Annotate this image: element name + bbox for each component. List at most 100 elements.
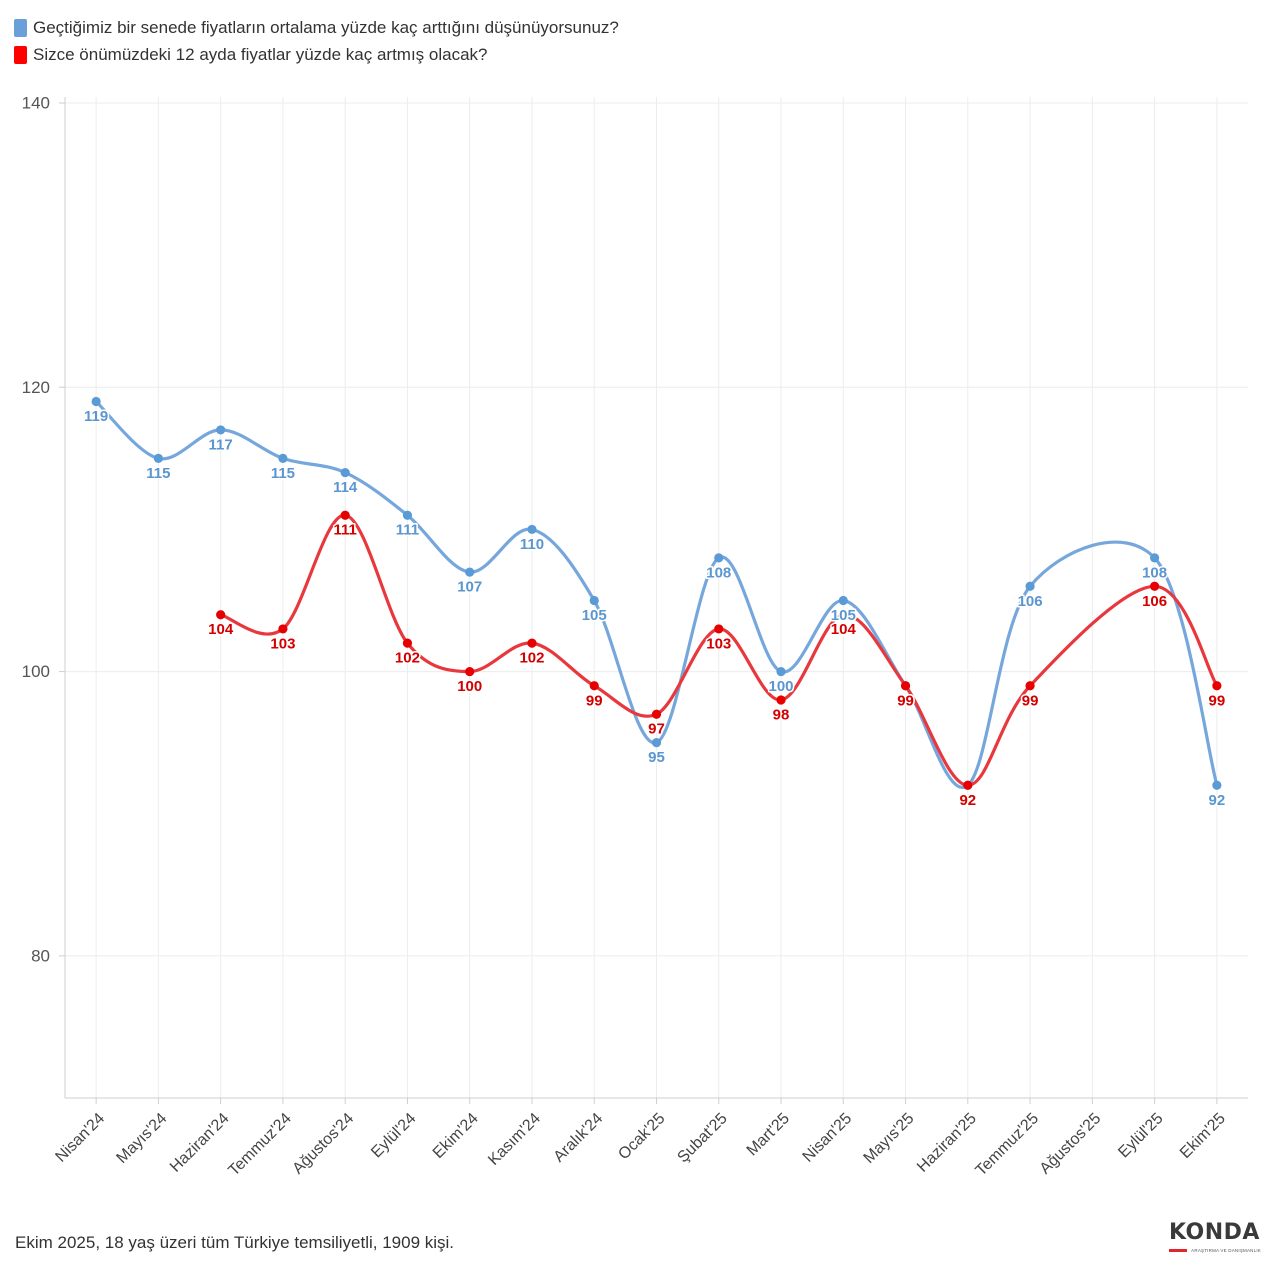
- footer-note: Ekim 2025, 18 yaş üzeri tüm Türkiye tems…: [15, 1233, 455, 1252]
- legend-label-past-year: Geçtiğimiz bir senede fiyatların ortalam…: [33, 17, 619, 37]
- series-1-data-label: 105: [831, 607, 856, 624]
- x-tick-label: Ekim'24: [430, 1110, 482, 1162]
- y-axis: 80 100 120 140: [22, 94, 65, 965]
- series-1-data-label: 117: [209, 436, 233, 453]
- y-tick-label: 80: [31, 946, 50, 965]
- series-2-points: [216, 510, 1222, 790]
- series-1-data-label: 114: [333, 479, 358, 496]
- series-1-data-label: 105: [582, 607, 607, 624]
- series-2-point: [1025, 681, 1035, 691]
- series-2-data-label: 104: [831, 621, 857, 638]
- series-2-data-label: 92: [959, 792, 976, 809]
- series-2-data-label: 104: [208, 621, 234, 638]
- series-2-data-label: 106: [1142, 593, 1167, 610]
- x-tick-label: Ocak'25: [615, 1110, 668, 1163]
- series-1-point: [838, 595, 848, 606]
- series-2-point: [900, 681, 911, 691]
- x-tick-label: Mayıs'25: [861, 1110, 918, 1167]
- series-2-point: [963, 780, 973, 790]
- series-2-data-label: 111: [333, 522, 356, 539]
- y-tick-label: 100: [22, 662, 50, 681]
- series-1-point: [651, 738, 662, 748]
- series-2-data-label: 99: [897, 692, 914, 709]
- series-2-data-label: 99: [586, 692, 603, 709]
- series-1-data-label: 107: [457, 579, 482, 596]
- series-2-point: [714, 624, 724, 634]
- series-2-data-label: 103: [270, 635, 295, 652]
- x-tick-label: Nisan'24: [52, 1110, 108, 1166]
- series-1-data-label: 108: [706, 564, 731, 581]
- series-1-line: [94, 399, 1219, 789]
- x-tick-label: Haziran'24: [167, 1110, 233, 1176]
- series-1-point: [153, 453, 163, 463]
- series-1-point: [91, 396, 101, 407]
- series-2-data-label: 99: [1022, 692, 1039, 709]
- series-2-point: [527, 638, 537, 648]
- series-1-point: [1150, 553, 1160, 563]
- series-1-data-label: 115: [146, 465, 170, 482]
- legend-swatch-red: [14, 45, 27, 64]
- x-tick-label: Eylül'25: [1115, 1110, 1166, 1161]
- x-tick-label: Ağustos'24: [290, 1110, 358, 1178]
- x-tick-label: Haziran'25: [914, 1110, 980, 1176]
- series-1-point: [340, 467, 350, 478]
- x-tick-label: Eylül'24: [368, 1110, 419, 1161]
- logo-underline: ARAŞTIRMA VE DANIŞMANLIK: [1169, 1248, 1261, 1253]
- y-tick-label: 140: [22, 94, 50, 113]
- series-2-point: [1212, 681, 1222, 691]
- series-2-point: [651, 709, 662, 719]
- series-1-data-label: 110: [520, 536, 544, 553]
- series-1-point: [278, 453, 288, 463]
- legend-label-next-12-months: Sizce önümüzdeki 12 ayda fiyatlar yüzde …: [33, 44, 488, 64]
- gridlines: [65, 97, 1248, 1098]
- x-tick-label: Şubat'25: [674, 1110, 730, 1166]
- series-2-point: [465, 666, 475, 677]
- chart-legend: Geçtiğimiz bir senede fiyatların ortalam…: [14, 14, 619, 68]
- series-1-data-label: 95: [648, 749, 665, 766]
- series-1-point: [776, 666, 786, 677]
- x-tick-label: Aralık'24: [551, 1110, 607, 1166]
- series-2-point: [402, 638, 413, 648]
- series-1-data-label: 92: [959, 792, 976, 809]
- series-2-point: [340, 510, 350, 520]
- series-1-point: [465, 567, 475, 577]
- series-1-data-label: 92: [1209, 792, 1226, 809]
- series-2-point: [216, 610, 226, 620]
- x-tick-label: Temmuz'24: [225, 1110, 295, 1180]
- series-1-data-label: 119: [84, 408, 108, 425]
- x-tick-label: Mayıs'24: [113, 1110, 170, 1167]
- logo-red-bar: [1169, 1249, 1188, 1252]
- series-1-points: [91, 396, 1222, 790]
- x-tick-label: Kasım'24: [485, 1110, 544, 1169]
- series-1-point: [589, 595, 599, 606]
- series-2-data-labels: 104 103 111 102 100 102 99 97 103 98 104 99 92 99 106 9…: [207, 520, 1227, 810]
- x-tick-label: Ağustos'25: [1037, 1110, 1105, 1178]
- x-axis: Nisan'24 Mayıs'24Haziran'24Temmuz'24Ağust…: [52, 1098, 1229, 1180]
- series-2-data-label: 100: [457, 678, 482, 695]
- series-2-data-label: 102: [519, 650, 544, 667]
- logo-wordmark: KONDA: [1169, 1220, 1260, 1245]
- series-2-point: [1150, 581, 1160, 591]
- series-2-data-label: 97: [648, 721, 665, 738]
- series-2-point: [278, 624, 288, 634]
- x-tick-label: Nisan'25: [800, 1110, 856, 1166]
- series-1-point: [714, 553, 724, 563]
- legend-item-past-year: Geçtiğimiz bir senede fiyatların ortalam…: [14, 14, 619, 41]
- series-2-point: [589, 681, 599, 691]
- series-1-data-label: 115: [271, 465, 295, 482]
- series-2-data-label: 103: [706, 635, 731, 652]
- x-tick-label: Ekim'25: [1177, 1110, 1229, 1162]
- series-1-point: [1212, 780, 1222, 790]
- series-2-data-label: 99: [1209, 692, 1226, 709]
- x-tick-label: Temmuz'25: [973, 1110, 1043, 1180]
- series-2-data-label: 98: [773, 707, 790, 724]
- series-1-data-label: 108: [1142, 564, 1167, 581]
- series-1-point: [402, 510, 413, 520]
- series-1-data-label: 100: [769, 678, 794, 695]
- series-1-data-label: 106: [1018, 593, 1043, 610]
- series-2-data-label: 102: [395, 650, 420, 667]
- series-1-point: [527, 524, 537, 535]
- y-tick-label: 120: [22, 378, 50, 397]
- series-1-point: [216, 425, 226, 435]
